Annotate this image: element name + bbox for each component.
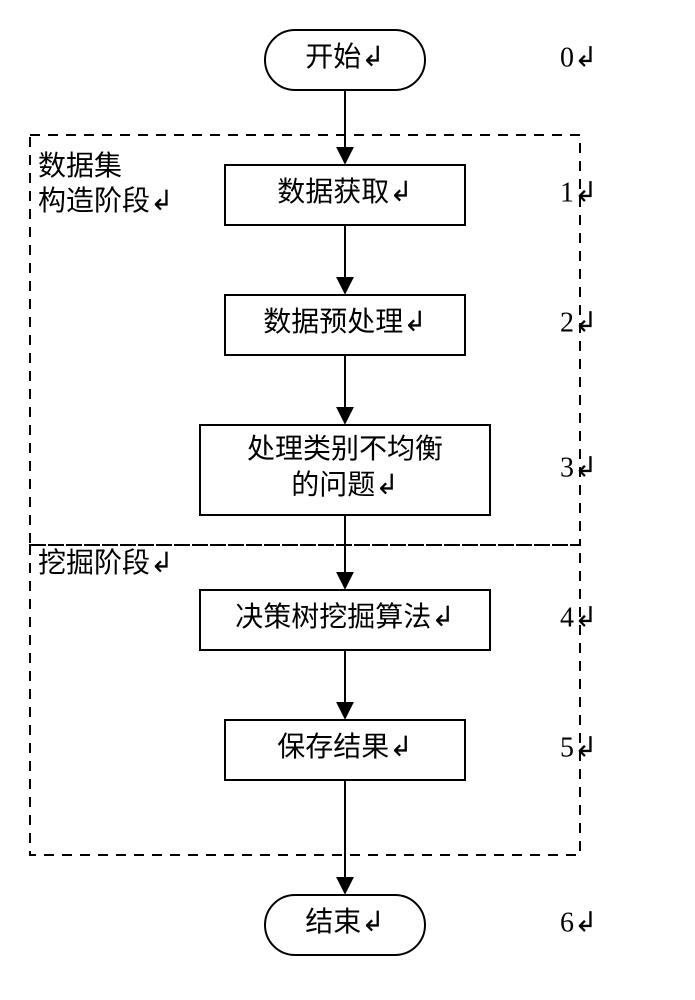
node-label: 保存结果↲: [277, 731, 412, 763]
node-label: 决策树挖掘算法↲: [235, 601, 454, 633]
process-node: 数据预处理↲ 2↲: [225, 295, 597, 355]
flowchart-canvas: 数据集构造阶段↲ 挖掘阶段↲ 开始↲ 0↲ 数据获取↲ 1↲ 数据预处理↲ 2↲ 处理类别不均衡…: [0, 0, 695, 1000]
step-number: 2↲: [560, 307, 597, 338]
process-node: 数据获取↲ 1↲: [225, 165, 597, 225]
process-node: 处理类别不均衡的问题↲3↲: [200, 425, 597, 515]
step-number: 1↲: [560, 177, 597, 208]
node-label: 结束↲: [305, 906, 384, 938]
terminator-node: 开始↲ 0↲: [265, 30, 597, 90]
step-number: 5↲: [560, 732, 597, 763]
step-number: 3↲: [560, 452, 597, 483]
phase-label: 挖掘阶段↲: [38, 547, 173, 579]
process-node: 决策树挖掘算法↲ 4↲: [200, 590, 597, 650]
step-number: 6↲: [560, 907, 597, 938]
terminator-node: 结束↲ 6↲: [265, 895, 597, 955]
step-number: 0↲: [560, 42, 597, 73]
step-number: 4↲: [560, 602, 597, 633]
phase-label: 数据集构造阶段↲: [38, 150, 173, 217]
node-label: 数据预处理↲: [263, 306, 426, 338]
node-label: 开始↲: [305, 41, 384, 73]
node-label: 数据获取↲: [277, 176, 412, 208]
process-node: 保存结果↲ 5↲: [225, 720, 597, 780]
